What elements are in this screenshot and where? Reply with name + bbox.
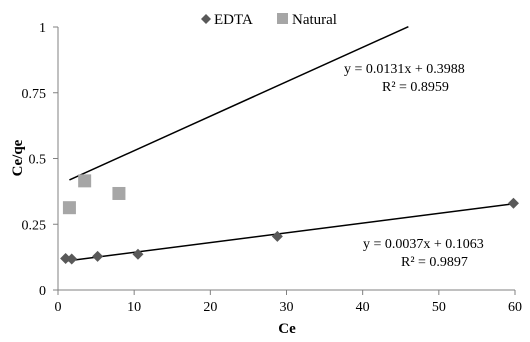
- trendline-r2-edta: R² = 0.9897: [401, 255, 468, 270]
- y-tick-label: 0.5: [29, 153, 47, 168]
- trendline-equation-natural: y = 0.0131x + 0.3988: [344, 62, 465, 77]
- data-point-edta: [92, 250, 104, 262]
- y-tick-label: 1: [39, 21, 46, 36]
- y-tick-label: 0.75: [22, 87, 47, 102]
- data-point-natural: [112, 186, 126, 200]
- y-tick-label: 0.25: [22, 218, 47, 233]
- legend-marker-natural: [277, 13, 288, 24]
- data-point-natural: [78, 174, 92, 188]
- x-tick-label: 30: [280, 300, 294, 315]
- legend-marker-edta: [201, 14, 211, 24]
- x-tick-label: 50: [432, 300, 446, 315]
- data-point-edta: [60, 252, 72, 264]
- x-tick-label: 60: [508, 300, 522, 315]
- data-point-edta: [507, 197, 519, 209]
- tick-labels: 0 10 20 30 40 50 60 0 0.25 0.5 0.75 1: [22, 21, 523, 315]
- data-marks: [60, 174, 519, 265]
- x-axis-title: Ce: [278, 321, 296, 337]
- y-tick-label: 0: [39, 284, 46, 299]
- data-point-edta: [271, 230, 283, 242]
- x-tick-label: 20: [203, 300, 217, 315]
- legend-label-edta: EDTA: [214, 12, 253, 28]
- legend: EDTA Natural: [201, 12, 337, 28]
- data-point-edta: [132, 248, 144, 260]
- trendline-r2-natural: R² = 0.8959: [382, 80, 449, 95]
- trendline-edta: [65, 203, 514, 262]
- x-tick-label: 0: [55, 300, 62, 315]
- x-tick-label: 10: [127, 300, 141, 315]
- trendline-natural: [69, 25, 409, 181]
- trendline-equation-edta: y = 0.0037x + 0.1063: [363, 237, 484, 252]
- data-point-edta: [66, 253, 78, 265]
- axes: [53, 26, 516, 295]
- x-tick-label: 40: [356, 300, 370, 315]
- legend-label-natural: Natural: [292, 12, 337, 28]
- y-axis-title: Ce/qe: [10, 139, 26, 176]
- data-point-natural: [62, 201, 76, 215]
